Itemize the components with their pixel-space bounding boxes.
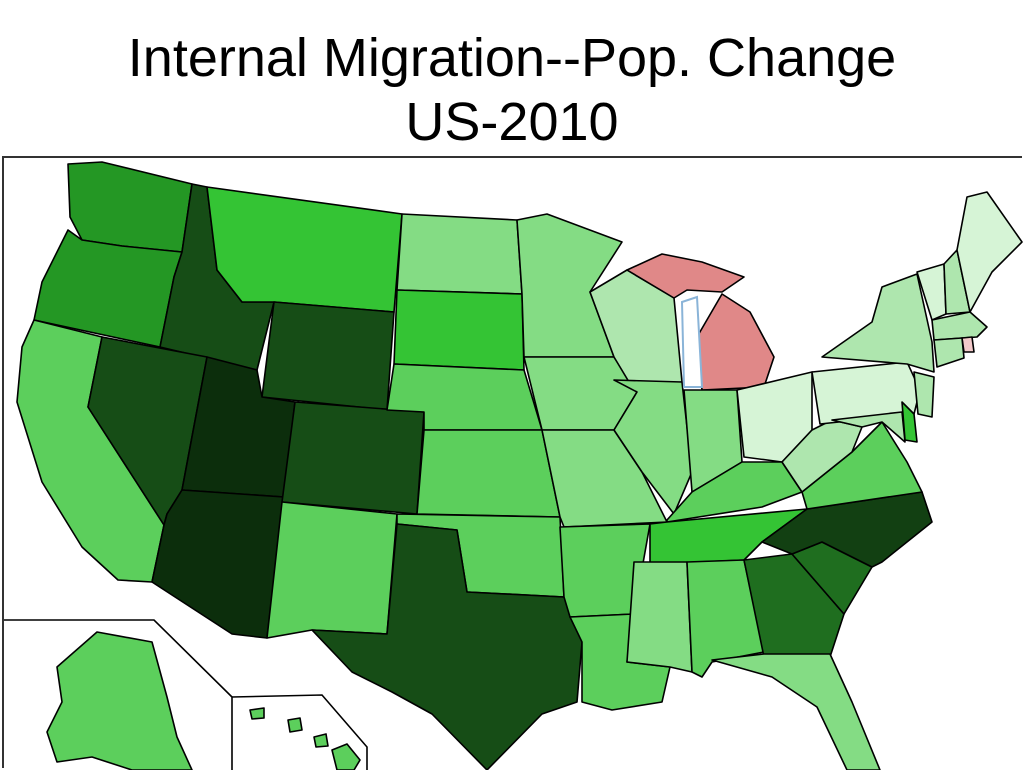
slide-title-line-1: Internal Migration--Pop. Change xyxy=(127,28,897,88)
state-maryland xyxy=(831,411,906,443)
state-hawaii-island-oahu xyxy=(287,717,303,733)
state-florida xyxy=(711,653,881,770)
state-hawaii-island-kauai xyxy=(249,707,265,720)
state-michigan xyxy=(696,293,775,391)
state-illinois xyxy=(613,379,693,515)
lake-michigan xyxy=(680,295,704,388)
state-connecticut xyxy=(933,337,965,368)
state-arizona xyxy=(151,489,285,639)
slide-title: Internal Migration--Pop. Change US-2010 xyxy=(0,26,1024,154)
hawaii-inset-frame xyxy=(231,694,368,770)
state-mississippi xyxy=(626,561,693,673)
slide-title-line-2: US-2010 xyxy=(405,92,619,152)
state-kansas xyxy=(416,429,561,518)
state-new-mexico xyxy=(266,501,398,639)
state-south-dakota xyxy=(393,289,525,371)
state-alaska xyxy=(46,631,193,770)
state-hawaii xyxy=(331,743,361,770)
state-texas xyxy=(311,523,583,770)
state-washington xyxy=(67,161,193,253)
state-new-jersey xyxy=(913,371,935,418)
state-maine xyxy=(956,191,1023,313)
state-new-york xyxy=(821,273,935,373)
state-georgia xyxy=(743,553,845,658)
state-massachusetts xyxy=(931,311,988,341)
us-choropleth-map xyxy=(4,161,1023,770)
state-hawaii-island-maui xyxy=(313,733,329,748)
state-montana xyxy=(206,186,403,313)
alaska-inset-frame xyxy=(4,619,233,770)
map-frame xyxy=(2,156,1023,770)
state-michigan-upper xyxy=(626,253,745,299)
state-north-dakota xyxy=(396,213,523,295)
state-colorado xyxy=(281,401,425,515)
state-wyoming xyxy=(261,301,395,411)
